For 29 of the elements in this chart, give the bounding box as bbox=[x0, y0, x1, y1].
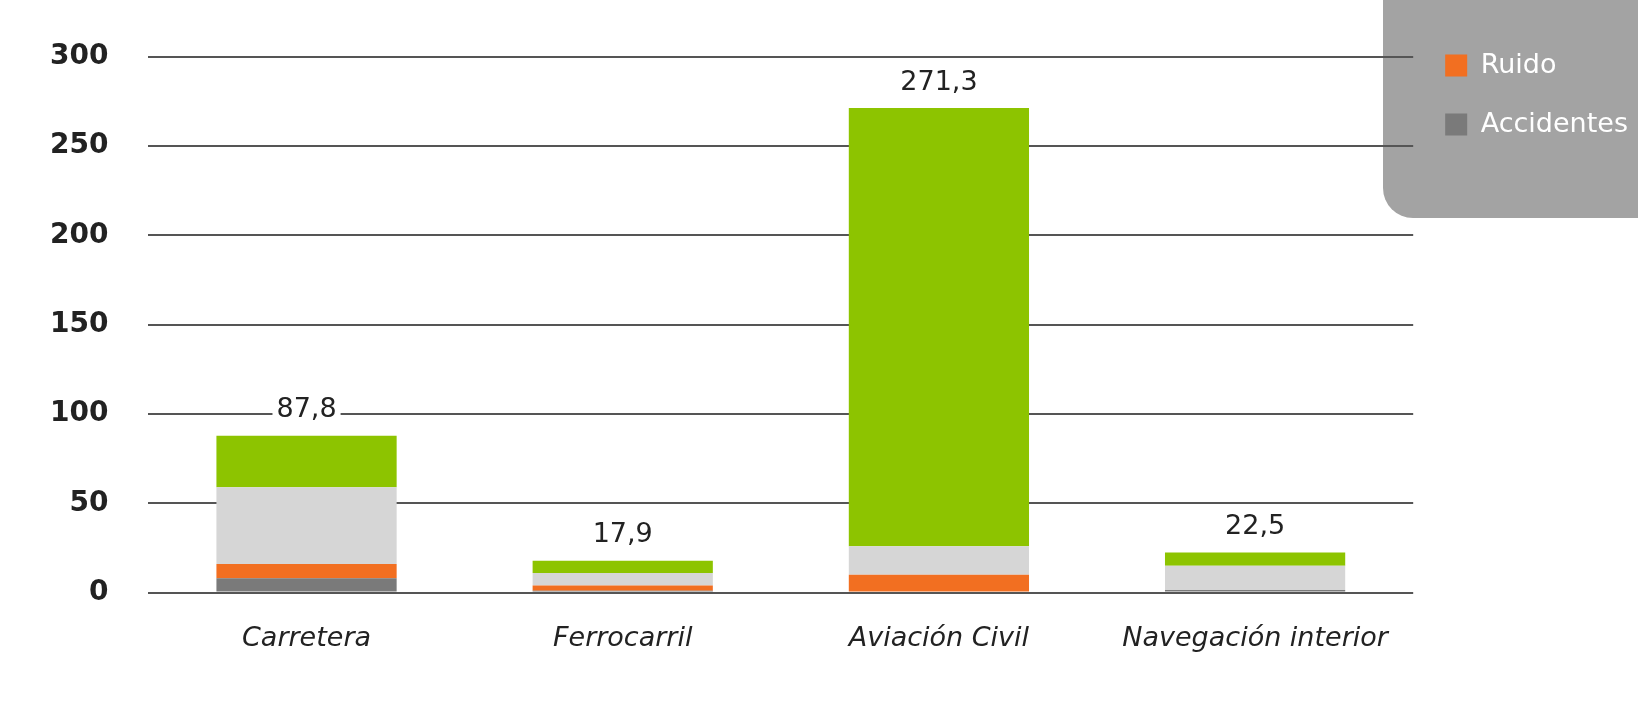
y-tick-label: 0 bbox=[88, 573, 109, 607]
bar bbox=[216, 578, 397, 592]
total-label: 87,8 bbox=[276, 392, 337, 424]
legend-label: Accidentes bbox=[1480, 106, 1629, 138]
bar bbox=[216, 564, 397, 579]
x-tick-label: Aviación Civil bbox=[846, 620, 1030, 652]
y-tick-label: 100 bbox=[49, 395, 109, 429]
legend-label: Ruido bbox=[1480, 47, 1557, 79]
bar bbox=[532, 560, 713, 573]
y-tick-label: 200 bbox=[49, 216, 109, 250]
x-tick-label: Navegación interior bbox=[1122, 620, 1390, 652]
bar bbox=[216, 487, 397, 565]
total-label: 22,5 bbox=[1225, 508, 1286, 540]
bar bbox=[532, 585, 713, 591]
y-tick-label: 250 bbox=[49, 127, 109, 161]
y-tick-label: 50 bbox=[69, 484, 109, 518]
bar bbox=[532, 572, 713, 586]
total-label: 271,3 bbox=[900, 64, 978, 96]
bar bbox=[848, 546, 1030, 575]
y-tick-label: 300 bbox=[49, 38, 109, 72]
bar bbox=[216, 435, 397, 488]
bar bbox=[848, 574, 1030, 592]
bar bbox=[1164, 565, 1346, 590]
bar bbox=[1164, 552, 1346, 566]
x-tick-label: Ferrocarril bbox=[552, 620, 693, 652]
total-label: 17,9 bbox=[592, 517, 653, 549]
bar bbox=[848, 108, 1030, 547]
x-tick-label: Carretera bbox=[242, 620, 372, 652]
y-tick-label: 150 bbox=[49, 305, 109, 339]
